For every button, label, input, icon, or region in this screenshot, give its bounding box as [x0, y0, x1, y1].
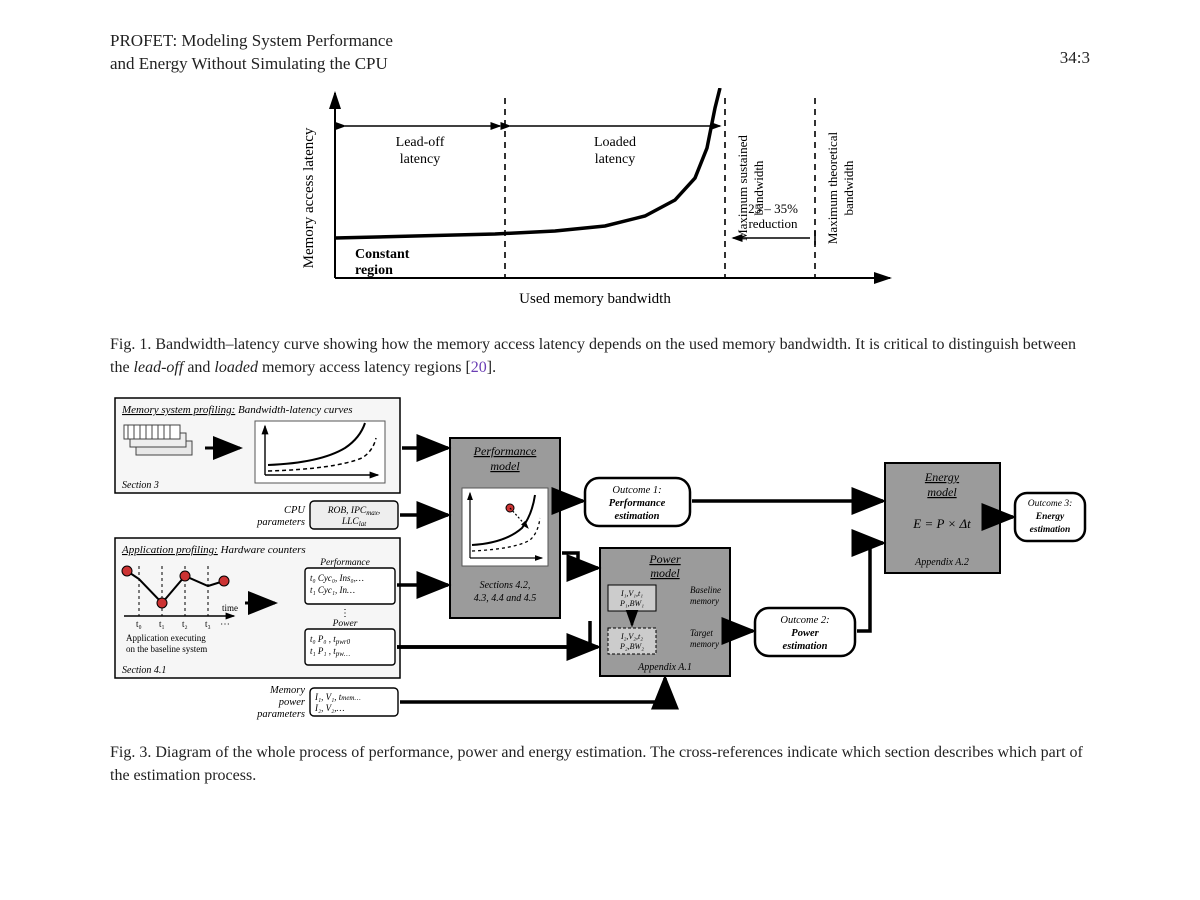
- svg-text:model: model: [490, 459, 520, 473]
- svg-text:t₂: t₂: [182, 619, 188, 629]
- svg-text:I₂,V₂,t₂: I₂,V₂,t₂: [620, 632, 643, 641]
- svg-text:Sections 4.2,: Sections 4.2,: [480, 580, 531, 591]
- svg-text:Memory: Memory: [269, 685, 305, 696]
- svg-text:I₁, V₁, tmem…: I₁, V₁, tmem…: [314, 692, 361, 702]
- title-line-1: PROFET: Modeling System Performance: [110, 30, 393, 53]
- fig1-caption-suffix: memory access latency regions [: [258, 359, 471, 376]
- svg-text:estimation: estimation: [783, 641, 828, 652]
- svg-text:Target: Target: [690, 628, 713, 638]
- svg-text:Power: Power: [332, 619, 358, 629]
- y-axis-label: Memory access latency: [301, 127, 317, 268]
- svg-text:Baseline: Baseline: [690, 585, 721, 595]
- process-diagram-svg: Memory system profiling: Bandwidth-laten…: [110, 393, 1090, 733]
- svg-text:memory: memory: [690, 639, 719, 649]
- svg-text:Lead-off: Lead-off: [396, 135, 445, 150]
- figure-1: Memory access latency Used memory bandwi…: [110, 88, 1090, 323]
- svg-text:E = P × Δt: E = P × Δt: [912, 516, 971, 531]
- svg-text:Power: Power: [791, 628, 819, 639]
- svg-text:t₀ Cyc₀, Ins₀,…: t₀ Cyc₀, Ins₀,…: [310, 573, 364, 583]
- svg-text:Application profiling: Hardwar: Application profiling: Hardware counters: [121, 544, 306, 556]
- svg-text:Outcome 2:: Outcome 2:: [780, 615, 829, 626]
- svg-text:Energy: Energy: [1035, 512, 1065, 522]
- svg-text:estimation: estimation: [615, 511, 660, 522]
- page-number: 34:3: [1060, 48, 1090, 68]
- svg-text:25 – 35%: 25 – 35%: [748, 201, 798, 216]
- bandwidth-latency-chart-svg: Memory access latency Used memory bandwi…: [295, 88, 905, 318]
- svg-text:⋯: ⋯: [220, 619, 230, 630]
- svg-text:Constant: Constant: [355, 247, 410, 262]
- svg-text:P₂,BW₂: P₂,BW₂: [619, 642, 644, 651]
- svg-text:CPU: CPU: [284, 505, 306, 516]
- svg-text:Energy: Energy: [924, 470, 960, 484]
- svg-text:Application executing: Application executing: [126, 633, 206, 643]
- svg-text:Appendix A.1: Appendix A.1: [637, 662, 692, 673]
- svg-text:I₂, V₂,…: I₂, V₂,…: [314, 703, 345, 713]
- svg-text:model: model: [927, 485, 957, 499]
- fig1-caption-mid: and: [183, 359, 214, 376]
- svg-text:I₁,V₁,t₁: I₁,V₁,t₁: [620, 589, 643, 598]
- fig1-caption-end: ].: [487, 359, 496, 376]
- svg-text:Outcome 3:: Outcome 3:: [1028, 499, 1073, 509]
- svg-text:4.3, 4.4 and 4.5: 4.3, 4.4 and 4.5: [474, 593, 537, 604]
- svg-text:estimation: estimation: [1030, 525, 1071, 535]
- svg-text:reduction: reduction: [748, 216, 798, 231]
- svg-text:bandwidth: bandwidth: [841, 160, 856, 215]
- svg-text:t₁ Cyc₁, In…: t₁ Cyc₁, In…: [310, 585, 355, 595]
- x-axis-label: Used memory bandwidth: [519, 291, 671, 307]
- figure-3-caption: Fig. 3. Diagram of the whole process of …: [110, 741, 1090, 787]
- svg-text:region: region: [355, 263, 393, 278]
- svg-text:Memory system profiling: Bandw: Memory system profiling: Bandwidth-laten…: [121, 404, 353, 416]
- svg-text:model: model: [650, 566, 680, 580]
- svg-text:Appendix A.2: Appendix A.2: [914, 557, 969, 568]
- title-line-2: and Energy Without Simulating the CPU: [110, 53, 393, 76]
- svg-text:Maximum theoretical: Maximum theoretical: [825, 131, 840, 244]
- fig1-caption-ref: 20: [471, 359, 487, 376]
- svg-text:parameters: parameters: [256, 517, 305, 528]
- svg-text:latency: latency: [595, 152, 635, 167]
- fig1-caption-ital1: lead-off: [134, 359, 184, 376]
- svg-text:Performance: Performance: [473, 444, 537, 458]
- svg-text:Performance: Performance: [609, 498, 666, 509]
- fig1-caption-ital2: loaded: [214, 359, 258, 376]
- svg-text:on the baseline system: on the baseline system: [126, 644, 207, 654]
- svg-text:Outcome 1:: Outcome 1:: [612, 485, 661, 496]
- svg-text:Power: Power: [648, 552, 681, 566]
- svg-text:latency: latency: [400, 152, 440, 167]
- svg-text:P₁,BW₁: P₁,BW₁: [619, 599, 644, 608]
- svg-text:Loaded: Loaded: [594, 135, 636, 150]
- figure-1-caption: Fig. 1. Bandwidth–latency curve showing …: [110, 333, 1090, 379]
- page-header: PROFET: Modeling System Performance and …: [110, 30, 1090, 76]
- svg-text:⋮: ⋮: [340, 608, 350, 619]
- figure-3: Memory system profiling: Bandwidth-laten…: [110, 393, 1090, 733]
- svg-text:t₃: t₃: [205, 619, 211, 629]
- running-title: PROFET: Modeling System Performance and …: [110, 30, 393, 76]
- svg-text:parameters: parameters: [256, 709, 305, 720]
- svg-text:time: time: [222, 603, 238, 613]
- svg-text:Performance: Performance: [319, 557, 370, 568]
- svg-text:power: power: [278, 697, 306, 708]
- svg-text:Section 3: Section 3: [122, 480, 159, 491]
- svg-text:memory: memory: [690, 596, 719, 606]
- svg-text:t₁: t₁: [159, 619, 165, 629]
- svg-text:t₀: t₀: [136, 619, 142, 629]
- svg-text:Section 4.1: Section 4.1: [122, 665, 166, 676]
